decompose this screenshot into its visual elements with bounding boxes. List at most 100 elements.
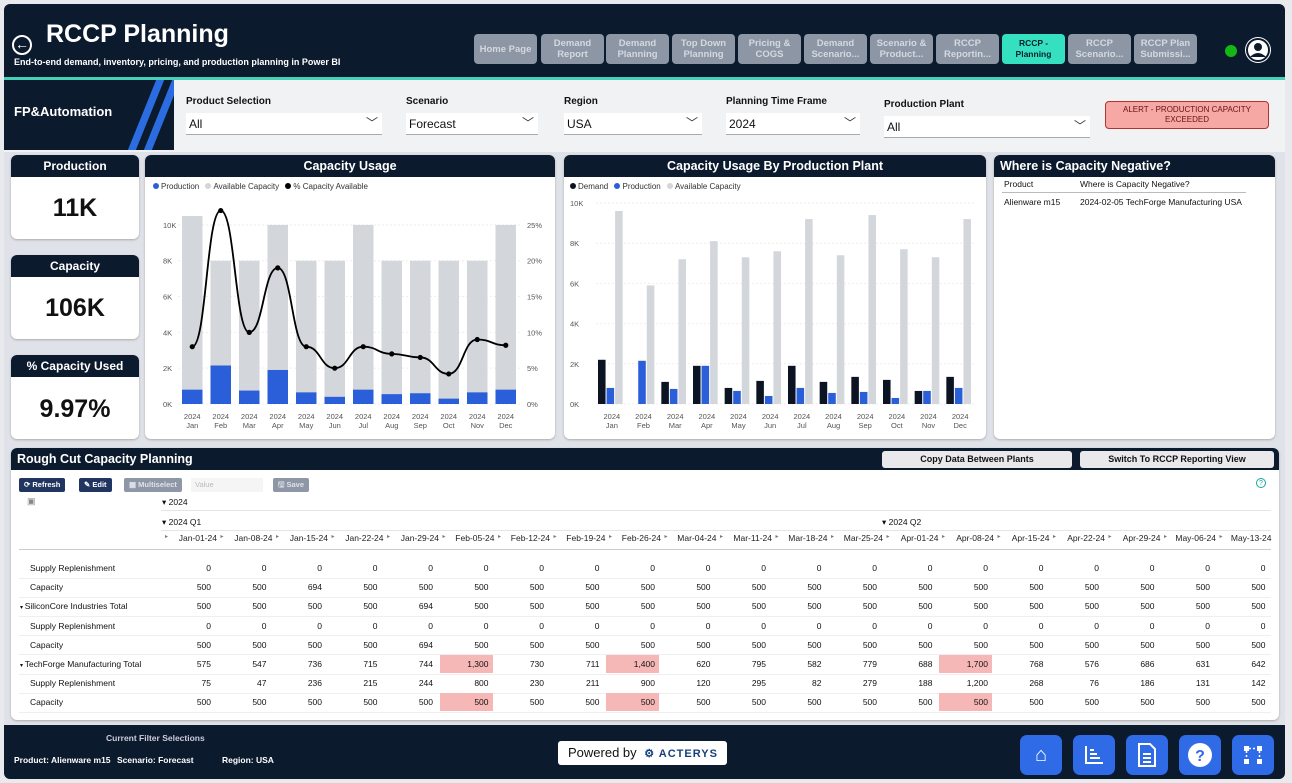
table-cell[interactable]: 0 <box>1038 563 1044 573</box>
document-icon[interactable] <box>1126 735 1168 775</box>
table-cell[interactable]: 0 <box>1094 563 1099 573</box>
expand-arrow-icon[interactable]: ▸ <box>220 534 224 540</box>
table-cell[interactable]: 500 <box>363 582 378 593</box>
week-column-header[interactable]: Jan-15-24 <box>289 533 328 543</box>
table-cell[interactable]: 0 <box>317 620 322 631</box>
table-cell[interactable]: 0 <box>927 563 933 573</box>
week-column-header[interactable]: Jan-22-24 <box>345 533 384 543</box>
table-cell[interactable]: 0 <box>539 563 544 573</box>
table-cell[interactable]: 215 <box>363 678 378 689</box>
table-cell[interactable]: 779 <box>862 659 877 669</box>
table-cell[interactable]: 642 <box>1251 659 1266 669</box>
table-cell[interactable]: 500 <box>807 601 822 612</box>
table-cell[interactable]: 0 <box>317 563 322 573</box>
table-cell[interactable]: 236 <box>307 678 322 689</box>
table-cell[interactable]: 500 <box>196 601 211 612</box>
q2-header[interactable]: ▾ 2024 Q2 <box>882 517 922 527</box>
table-cell[interactable]: 0 <box>1260 563 1266 573</box>
table-cell[interactable]: 500 <box>1251 697 1266 708</box>
plant-select[interactable]: All ﹀ <box>884 116 1090 138</box>
table-cell[interactable]: 500 <box>1195 639 1210 650</box>
row-header[interactable]: Supply Replenishment <box>30 621 115 631</box>
table-cell[interactable]: 500 <box>862 697 877 708</box>
table-cell[interactable]: 244 <box>418 678 433 689</box>
table-cell[interactable]: 500 <box>418 697 433 708</box>
table-cell[interactable]: 1,700 <box>939 655 992 673</box>
row-header[interactable]: Capacity <box>30 582 63 592</box>
table-cell[interactable]: 76 <box>1089 678 1099 689</box>
table-cell[interactable]: 500 <box>751 697 766 708</box>
expand-all-icon[interactable]: ▣ <box>27 496 36 506</box>
expand-arrow-icon[interactable]: ▸ <box>942 534 946 540</box>
table-cell[interactable]: 1,200 <box>966 678 988 689</box>
table-cell[interactable]: 131 <box>1195 678 1210 689</box>
week-column-header[interactable]: Apr-29-24 <box>1122 533 1161 543</box>
week-column-header[interactable]: Apr-08-24 <box>956 533 994 543</box>
table-cell[interactable]: 500 <box>585 601 600 612</box>
table-cell[interactable]: 500 <box>529 639 544 650</box>
table-cell[interactable]: 500 <box>1029 582 1044 593</box>
help-icon[interactable]: ? <box>1256 478 1266 488</box>
table-cell[interactable]: 0 <box>594 563 600 573</box>
edit-button[interactable]: ✎ Edit <box>79 478 112 492</box>
week-column-header[interactable]: Feb-12-24 <box>510 533 550 543</box>
table-cell[interactable]: 500 <box>1140 601 1155 612</box>
table-cell[interactable]: 0 <box>872 620 877 631</box>
table-cell[interactable]: 142 <box>1251 678 1266 689</box>
table-cell[interactable]: 0 <box>1094 620 1099 631</box>
table-cell[interactable]: 0 <box>206 620 211 631</box>
nav-button[interactable]: Top Down Planning <box>672 34 735 64</box>
help-circle-icon[interactable]: ? <box>1179 735 1221 775</box>
nav-button[interactable]: Scenario & Product... <box>870 34 933 64</box>
table-cell[interactable]: 82 <box>812 678 822 689</box>
week-column-header[interactable]: Feb-19-24 <box>566 533 606 543</box>
table-cell[interactable]: 0 <box>261 620 267 631</box>
save-button[interactable]: 🖫 Save <box>273 478 310 492</box>
table-cell[interactable]: 500 <box>252 582 267 593</box>
expand-arrow-icon[interactable]: ▸ <box>1053 534 1057 540</box>
table-cell[interactable]: 500 <box>529 601 544 612</box>
switch-view-button[interactable]: Switch To RCCP Reporting View <box>1080 451 1274 468</box>
table-cell[interactable]: 500 <box>640 582 655 593</box>
table-cell[interactable]: 500 <box>529 582 544 593</box>
table-cell[interactable]: 0 <box>206 563 211 573</box>
week-column-header[interactable]: Jan-08-24 <box>234 533 273 543</box>
table-cell[interactable]: 688 <box>918 659 933 669</box>
table-cell[interactable]: 188 <box>918 678 933 689</box>
table-cell[interactable]: 500 <box>418 582 433 593</box>
week-column-header[interactable]: Jan-29-24 <box>400 533 439 543</box>
row-header[interactable]: Supply Replenishment <box>30 563 115 573</box>
nav-button[interactable]: Demand Report <box>541 34 604 64</box>
table-cell[interactable]: 500 <box>807 582 822 593</box>
table-cell[interactable]: 500 <box>585 639 600 650</box>
table-cell[interactable]: 0 <box>816 563 822 573</box>
week-column-header[interactable]: Apr-22-24 <box>1067 533 1105 543</box>
table-cell[interactable]: 500 <box>1084 601 1099 612</box>
table-cell[interactable]: 0 <box>761 620 766 631</box>
scenario-select[interactable]: Forecast ﹀ <box>406 113 538 135</box>
table-cell[interactable]: 500 <box>252 697 267 708</box>
table-cell[interactable]: 268 <box>1029 678 1044 689</box>
expand-arrow-icon[interactable]: ▸ <box>276 534 280 540</box>
row-header[interactable]: ▾ SiliconCore Industries Total <box>20 601 128 611</box>
table-cell[interactable]: 0 <box>594 620 600 631</box>
table-cell[interactable]: 500 <box>1140 582 1155 593</box>
table-cell[interactable]: 768 <box>1029 659 1044 669</box>
collapse-arrow-icon[interactable]: ▾ <box>20 605 25 612</box>
collapse-arrow-icon[interactable]: ▾ <box>20 663 25 669</box>
table-cell[interactable]: 500 <box>529 697 544 708</box>
table-cell[interactable]: 500 <box>606 693 659 712</box>
nav-button[interactable]: RCCP Reportin... <box>936 34 999 64</box>
table-cell[interactable]: 500 <box>862 582 877 593</box>
table-cell[interactable]: 0 <box>1149 563 1155 573</box>
expand-arrow-icon[interactable]: ▸ <box>165 534 169 540</box>
table-cell[interactable]: 500 <box>1195 582 1210 593</box>
table-cell[interactable]: 500 <box>751 639 766 650</box>
table-cell[interactable]: 500 <box>1251 601 1266 612</box>
table-cell[interactable]: 686 <box>1140 659 1155 669</box>
table-cell[interactable]: 500 <box>973 601 988 612</box>
table-cell[interactable]: 500 <box>474 582 489 593</box>
table-cell[interactable]: 500 <box>807 697 822 708</box>
table-cell[interactable]: 500 <box>307 697 322 708</box>
row-header[interactable]: ▾ TechForge Manufacturing Total <box>20 659 141 669</box>
